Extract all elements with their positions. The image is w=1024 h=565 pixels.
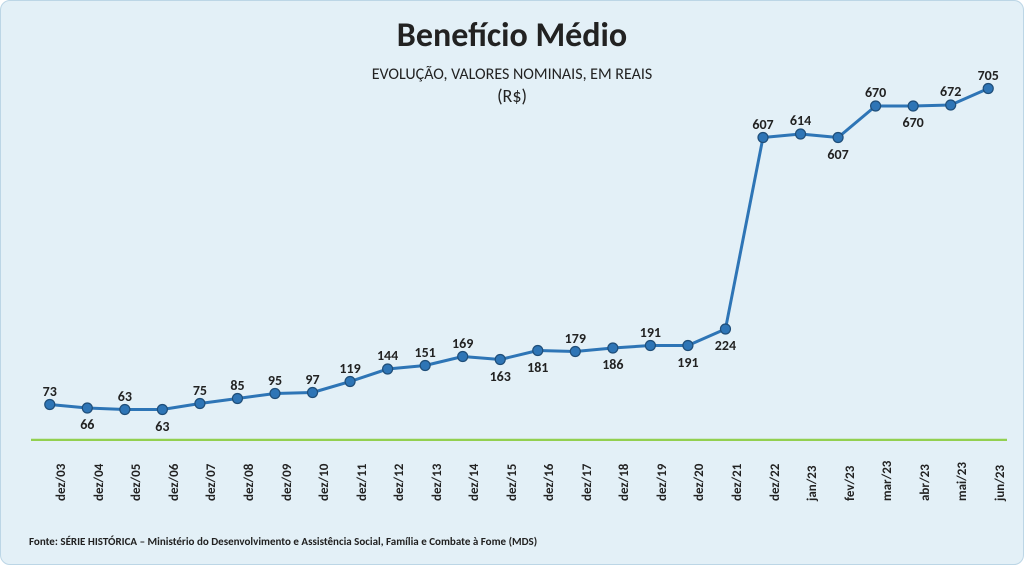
data-label: 97 bbox=[305, 371, 319, 388]
x-tick-label: dez/12 bbox=[392, 464, 407, 501]
x-tick-label: dez/10 bbox=[317, 464, 332, 501]
data-label: 66 bbox=[80, 416, 94, 433]
data-label: 191 bbox=[677, 354, 698, 371]
data-label: 607 bbox=[752, 116, 773, 133]
x-tick-label: jan/23 bbox=[805, 466, 820, 501]
chart-title: Benefício Médio bbox=[1, 15, 1023, 56]
data-label: 670 bbox=[865, 84, 886, 101]
chart-plot bbox=[31, 81, 1007, 441]
chart-container: Benefício Médio EVOLUÇÃO, VALORES NOMINA… bbox=[0, 0, 1024, 565]
data-label: 705 bbox=[978, 67, 999, 84]
data-label: 169 bbox=[452, 335, 473, 352]
x-tick-label: mai/23 bbox=[955, 462, 970, 501]
data-label: 191 bbox=[640, 324, 661, 341]
x-tick-label: dez/13 bbox=[430, 464, 445, 501]
data-label: 63 bbox=[118, 388, 132, 405]
x-tick-label: fev/23 bbox=[843, 466, 858, 501]
x-tick-label: abr/23 bbox=[918, 464, 933, 501]
x-tick-label: jun/23 bbox=[993, 465, 1008, 501]
x-tick-label: dez/05 bbox=[129, 464, 144, 501]
x-tick-label: dez/04 bbox=[92, 464, 107, 501]
data-label: 151 bbox=[414, 344, 435, 361]
data-label: 670 bbox=[902, 114, 923, 131]
x-tick-label: dez/06 bbox=[167, 464, 182, 501]
data-label: 85 bbox=[230, 377, 244, 394]
x-tick-label: dez/22 bbox=[768, 464, 783, 501]
x-tick-label: dez/19 bbox=[655, 464, 670, 501]
chart-svg bbox=[31, 81, 1007, 441]
data-label: 63 bbox=[155, 418, 169, 435]
x-tick-label: dez/03 bbox=[54, 464, 69, 501]
x-tick-label: dez/15 bbox=[505, 464, 520, 501]
data-label: 144 bbox=[377, 347, 398, 364]
x-tick-label: dez/11 bbox=[355, 464, 370, 501]
x-tick-label: dez/07 bbox=[204, 464, 219, 501]
x-tick-label: dez/09 bbox=[280, 464, 295, 501]
data-label: 186 bbox=[602, 356, 623, 373]
data-label: 73 bbox=[43, 383, 57, 400]
chart-source: Fonte: SÉRIE HISTÓRICA – Ministério do D… bbox=[29, 535, 537, 548]
data-label: 179 bbox=[565, 330, 586, 347]
data-label: 181 bbox=[527, 359, 548, 376]
data-label: 672 bbox=[940, 83, 961, 100]
data-label: 119 bbox=[339, 360, 360, 377]
data-label: 75 bbox=[193, 382, 207, 399]
data-label: 163 bbox=[490, 368, 511, 385]
data-label: 607 bbox=[827, 146, 848, 163]
data-label: 614 bbox=[790, 112, 811, 129]
x-tick-label: dez/08 bbox=[242, 464, 257, 501]
x-tick-label: dez/16 bbox=[542, 464, 557, 501]
x-tick-label: dez/21 bbox=[730, 464, 745, 501]
x-tick-label: dez/14 bbox=[467, 464, 482, 501]
x-tick-label: mar/23 bbox=[880, 461, 895, 501]
x-tick-label: dez/20 bbox=[692, 464, 707, 501]
data-label: 224 bbox=[715, 337, 736, 354]
x-tick-label: dez/17 bbox=[580, 464, 595, 501]
x-tick-label: dez/18 bbox=[617, 464, 632, 501]
data-label: 95 bbox=[268, 372, 282, 389]
